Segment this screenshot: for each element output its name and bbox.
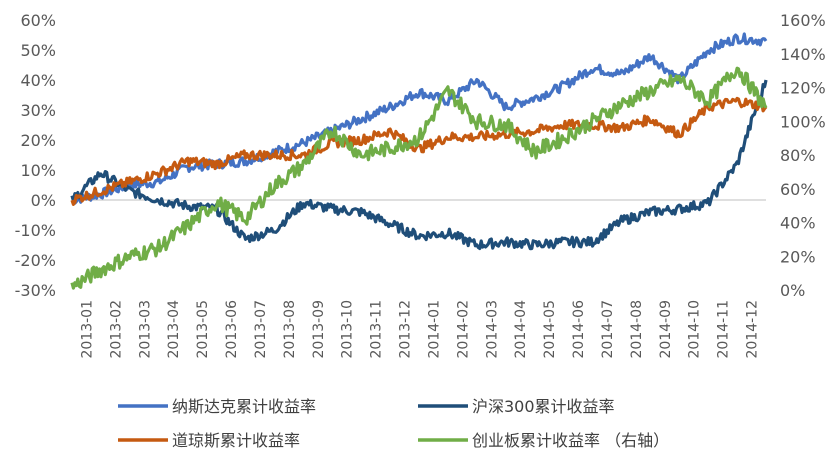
left-tick-label: 50% [20, 41, 56, 60]
left-tick-label: 30% [20, 101, 56, 120]
x-axis-ticks: 2013-01 2013-02 2013-03 2013-04 2013-05 2013-… [79, 300, 760, 359]
series-line-0 [71, 32, 768, 205]
right-tick-label: 40% [780, 214, 816, 233]
x-tick-label: 2014-04 [513, 300, 529, 359]
x-tick-label: 2014-09 [658, 300, 674, 359]
left-tick-label: 10% [20, 161, 56, 180]
legend-label-3: 创业板累计收益率 （右轴） [472, 431, 669, 450]
right-tick-label: 160% [780, 11, 826, 30]
x-tick-label: 2013-01 [79, 300, 95, 359]
series-line-3 [70, 66, 768, 290]
left-tick-label: 40% [20, 71, 56, 90]
x-tick-label: 2014-01 [426, 300, 442, 359]
left-tick-label: -20% [15, 251, 56, 270]
x-tick-label: 2014-11 [716, 300, 732, 359]
right-tick-label: 60% [780, 180, 816, 199]
x-tick-label: 2013-03 [137, 300, 153, 359]
right-tick-label: 20% [780, 247, 816, 266]
right-axis-ticks: 160% 140% 120% 100% 80% 60% 40% 20% 0% [780, 11, 826, 300]
right-tick-label: 100% [780, 112, 826, 131]
left-tick-label: -30% [15, 281, 56, 300]
x-tick-label: 2014-08 [629, 300, 645, 359]
x-tick-label: 2013-10 [340, 300, 356, 359]
x-tick-label: 2013-07 [253, 300, 269, 359]
x-tick-label: 2014-05 [542, 300, 558, 359]
left-tick-label: -10% [15, 221, 56, 240]
series-lines [70, 32, 768, 290]
left-tick-label: 0% [31, 191, 56, 210]
x-tick-label: 2013-11 [369, 300, 385, 359]
x-tick-label: 2013-12 [398, 300, 414, 359]
x-tick-label: 2014-02 [455, 300, 471, 359]
x-tick-label: 2013-05 [195, 300, 211, 359]
left-tick-label: 20% [20, 131, 56, 150]
x-tick-label: 2014-10 [687, 300, 703, 359]
right-tick-label: 140% [780, 45, 826, 64]
legend-label-1: 沪深300累计收益率 [472, 397, 615, 416]
x-tick-label: 2014-03 [484, 300, 500, 359]
left-axis-ticks: 60% 50% 40% 30% 20% 10% 0% -10% -20% -30% [15, 11, 56, 300]
x-tick-label: 2013-02 [108, 300, 124, 359]
right-tick-label: 120% [780, 79, 826, 98]
series-line-2 [70, 96, 768, 206]
x-tick-label: 2013-09 [311, 300, 327, 359]
x-tick-label: 2013-06 [224, 300, 240, 359]
x-tick-label: 2013-08 [282, 300, 298, 359]
left-tick-label: 60% [20, 11, 56, 30]
right-tick-label: 80% [780, 146, 816, 165]
x-tick-label: 2014-06 [571, 300, 587, 359]
x-tick-label: 2013-04 [166, 300, 182, 359]
x-tick-label: 2014-12 [745, 300, 761, 359]
x-tick-label: 2014-07 [600, 300, 616, 359]
series-line-1 [70, 79, 768, 251]
legend-label-0: 纳斯达克累计收益率 [172, 397, 316, 416]
legend-label-2: 道琼斯累计收益率 [172, 431, 300, 450]
right-tick-label: 0% [780, 281, 805, 300]
